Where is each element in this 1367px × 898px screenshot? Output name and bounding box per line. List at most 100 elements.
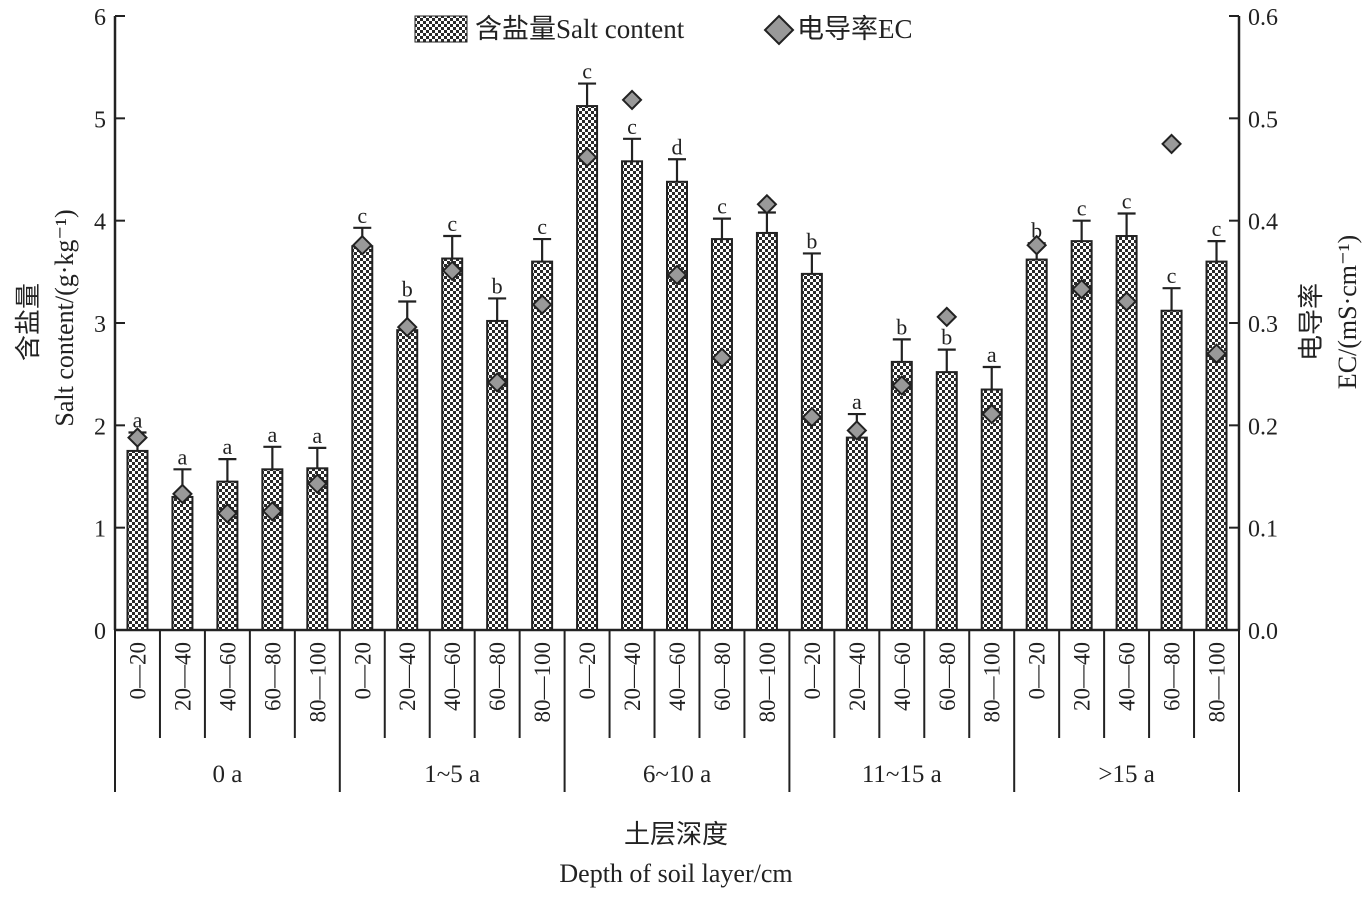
ec-diamond — [801, 406, 823, 428]
salt-bar — [710, 238, 733, 631]
significance-letter: c — [1212, 216, 1222, 241]
ec-diamond — [621, 89, 643, 111]
category-label: 80—100 — [305, 642, 330, 723]
category-label: 40—60 — [665, 642, 690, 711]
y-right-tick-label: 0.6 — [1248, 5, 1278, 31]
ec-diamond — [216, 502, 238, 524]
category-label: 0—20 — [575, 642, 600, 700]
y-left-tick-label: 0 — [94, 619, 106, 645]
category-labels: 0—20 20—40 40—60 60—80 80—100 0 a 0—20 20—40 40—… — [125, 642, 1229, 788]
y-left-title-en: Salt content/(g·kg⁻¹) — [50, 209, 79, 426]
salt-bar — [396, 329, 419, 631]
significance-letter: d — [672, 134, 683, 159]
y-right-tick-label: 0.4 — [1248, 210, 1278, 236]
salt-bar — [1160, 309, 1183, 631]
y-left-tick-label: 2 — [94, 414, 106, 440]
salt-bar — [845, 436, 868, 632]
significance-letter: a — [852, 389, 862, 414]
salt-bar — [486, 319, 509, 631]
ec-diamond — [172, 483, 193, 505]
category-label: 40—60 — [1115, 642, 1140, 711]
significance-letter: b — [492, 273, 503, 298]
salt-bar — [351, 245, 374, 631]
category-label: 80—100 — [980, 642, 1005, 723]
salt-bar — [576, 105, 599, 631]
category-label: 80—100 — [530, 642, 555, 723]
legend-label-ec: 电导率EC — [797, 14, 913, 44]
legend: 含盐量Salt content 电导率EC — [414, 14, 913, 46]
salt-bar — [800, 272, 823, 631]
ec-diamond — [891, 375, 913, 396]
salt-bar — [126, 449, 149, 631]
salt-bar — [666, 180, 688, 631]
y-right-tick-label: 0.0 — [1248, 619, 1278, 645]
category-label: 20—40 — [620, 642, 645, 711]
significance-letter: c — [447, 211, 457, 236]
category-label: 0—20 — [125, 642, 150, 700]
significance-letter: c — [1077, 196, 1087, 221]
salt-bar — [1025, 258, 1048, 631]
significance-letter: b — [941, 325, 952, 350]
ec-diamond — [936, 306, 958, 328]
category-label: 80—100 — [755, 642, 780, 723]
y-left-tick-label: 3 — [94, 312, 106, 338]
category-label: 20—40 — [845, 642, 870, 711]
significance-letter: b — [1031, 218, 1042, 243]
ec-diamond — [486, 371, 508, 393]
significance-letter: b — [806, 228, 817, 253]
salt-bar — [441, 257, 464, 631]
y-right-tick-label: 0.1 — [1248, 517, 1278, 543]
group-label: 11~15 a — [862, 761, 942, 788]
category-label: 0—20 — [800, 642, 825, 700]
ec-diamond — [1026, 234, 1048, 256]
category-label: 0—20 — [350, 642, 375, 700]
significance-letter: a — [987, 342, 997, 367]
axes: 0 0.0 1 0.1 2 0.2 3 0.3 4 0.4 5 0.5 6 0.6 — [94, 5, 1278, 792]
legend-bar-swatch — [414, 15, 468, 43]
category-label: 40—60 — [440, 642, 465, 711]
legend-label-salt: 含盐量Salt content — [475, 14, 685, 44]
ec-diamond — [576, 146, 598, 168]
group-label: 6~10 a — [643, 761, 711, 788]
y-right-tick-label: 0.5 — [1248, 107, 1278, 133]
salt-bar — [1205, 260, 1228, 631]
significance-letter: a — [312, 423, 322, 448]
y-right-title-cn: 电导率 — [1297, 283, 1326, 361]
ec-diamond — [981, 403, 1003, 425]
significance-letter: c — [627, 114, 637, 139]
y-right-title-en: EC/(mS·cm⁻¹) — [1333, 235, 1362, 389]
ec-diamond — [261, 500, 283, 522]
salt-bar — [980, 388, 1003, 631]
ec-diamond — [127, 427, 148, 449]
group-label: 1~5 a — [424, 761, 480, 788]
significance-letter: b — [896, 314, 907, 339]
significance-letter: c — [1122, 189, 1132, 214]
significance-letter: c — [717, 194, 727, 219]
category-label: 40—60 — [215, 642, 240, 711]
x-title-en: Depth of soil layer/cm — [559, 859, 792, 888]
significance-letter: b — [402, 277, 413, 302]
salt-bar — [621, 160, 644, 632]
category-label: 60—80 — [260, 642, 285, 711]
ec-diamond — [396, 316, 418, 338]
significance-letter: c — [537, 214, 547, 239]
ec-diamond — [1071, 278, 1093, 300]
y-right-tick-label: 0.2 — [1248, 414, 1278, 440]
y-left-title-cn: 含盐量 — [14, 283, 43, 361]
significance-letter: a — [267, 422, 277, 447]
category-label: 60—80 — [710, 642, 735, 711]
significance-letter: a — [178, 444, 188, 469]
salt-bar — [755, 231, 778, 632]
category-label: 60—80 — [935, 642, 960, 711]
salt-bar — [531, 260, 554, 631]
ec-diamond — [846, 420, 868, 441]
significance-letter: a — [133, 407, 143, 432]
y-left-tick-label: 5 — [94, 107, 106, 133]
ec-diamond — [756, 193, 778, 215]
y-left-tick-label: 4 — [94, 210, 106, 236]
salt-bar — [171, 495, 194, 632]
y-right-tick-label: 0.3 — [1248, 312, 1278, 338]
significance-letter: c — [357, 203, 367, 228]
salt-bar — [261, 468, 284, 631]
